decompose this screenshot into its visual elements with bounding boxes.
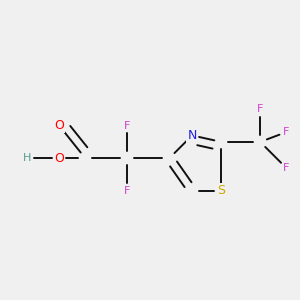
- Text: N: N: [188, 129, 197, 142]
- Text: F: F: [124, 185, 130, 196]
- Text: H: H: [23, 153, 31, 163]
- Text: F: F: [257, 104, 263, 115]
- Text: O: O: [54, 119, 64, 132]
- Text: F: F: [283, 163, 289, 173]
- Text: O: O: [54, 152, 64, 165]
- Text: S: S: [217, 184, 225, 197]
- Text: F: F: [283, 127, 289, 137]
- Text: F: F: [124, 121, 130, 131]
